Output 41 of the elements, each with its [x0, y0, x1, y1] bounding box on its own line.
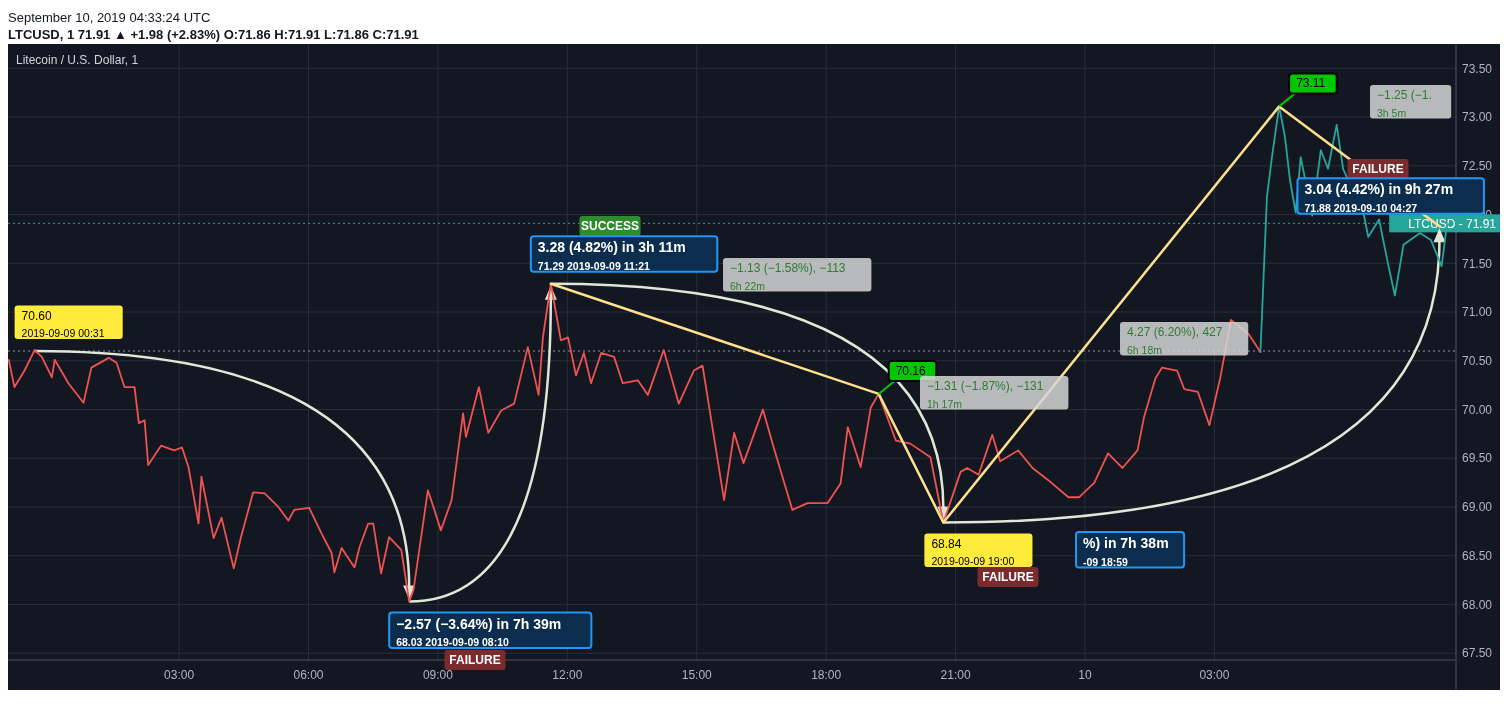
annotation: 3.04 (4.42%) in 9h 27m 71.88 2019-09-10 04:27: [1304, 181, 1454, 214]
annotation: 3.28 (4.82%) in 3h 11m 71.29 2019-09-09 11:21: [537, 239, 686, 272]
y-tick-label: 71.50: [1462, 256, 1493, 271]
x-tick-label: 18:00: [811, 668, 842, 682]
x-tick-label: 12:00: [552, 668, 583, 682]
annotation: FAILURE: [449, 653, 501, 667]
y-tick-label: 68.00: [1462, 597, 1493, 612]
x-tick-label: 10: [1078, 668, 1093, 682]
annotation: −2.57 (−3.64%) in 7h 39m 68.03 2019-09-09 08:10: [396, 615, 562, 649]
y-tick-label: 70.00: [1462, 402, 1493, 417]
x-tick-label: 06:00: [293, 668, 324, 682]
annotation: 70.60 2019-09-09 00:31: [21, 308, 105, 340]
annotation: −1.25 (−1. 3h 5m: [1377, 88, 1432, 119]
x-tick-label: 09:00: [422, 668, 454, 682]
x-tick-label: 03:00: [1199, 668, 1230, 682]
annotation: Litecoin / U.S. Dollar, 1: [16, 53, 139, 67]
y-tick-label: 69.50: [1462, 451, 1493, 466]
chart-title: September 10, 2019 04:33:24 UTC: [8, 10, 211, 25]
y-tick-label: 69.00: [1462, 500, 1493, 515]
annotation: 68.84 2019-09-09 19:00: [931, 536, 1015, 568]
x-tick-label: 21:00: [940, 668, 971, 682]
y-tick-label: 67.50: [1462, 646, 1493, 661]
annotation: 4.27 (6.20%), 427 6h 18m: [1127, 325, 1223, 356]
annotation: SUCCESS: [580, 219, 640, 233]
y-tick-label: 73.50: [1462, 61, 1493, 76]
chart-subtitle: LTCUSD, 1 71.91 ▲ +1.98 (+2.83%) O:71.86 H:71.91 L:71.86 C:71.91: [8, 27, 419, 42]
y-tick-label: 72.50: [1462, 159, 1493, 174]
annotation: FAILURE: [982, 570, 1034, 584]
annotation: %) in 7h 38m -09 18:59: [1083, 535, 1169, 568]
x-tick-label: 03:00: [164, 668, 195, 682]
annotation: 70.16: [895, 363, 927, 378]
annotation: −1.31 (−1.87%), −131 1h 17m: [927, 379, 1044, 410]
y-tick-label: 71.00: [1462, 305, 1493, 320]
annotation: 73.11: [1296, 76, 1326, 91]
annotation: FAILURE: [1352, 162, 1404, 176]
x-tick-label: 15:00: [681, 668, 713, 682]
annotation: −1.13 (−1.58%), −113 6h 22m: [730, 261, 846, 292]
y-tick-label: 68.50: [1462, 548, 1493, 563]
y-tick-label: 70.50: [1462, 353, 1493, 368]
line-series: [8, 282, 1262, 603]
y-tick-label: 73.00: [1462, 110, 1493, 125]
